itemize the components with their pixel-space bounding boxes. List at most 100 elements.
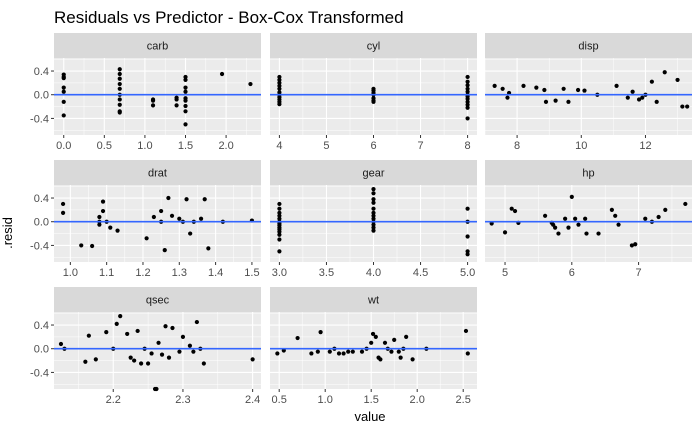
data-point xyxy=(93,357,98,362)
data-point xyxy=(654,99,659,104)
data-point xyxy=(371,210,376,215)
data-point xyxy=(629,243,635,248)
data-point xyxy=(465,249,470,254)
data-point xyxy=(465,206,470,211)
data-point xyxy=(465,74,470,80)
x-tick-label: 1.0 xyxy=(137,140,152,152)
panel-background xyxy=(270,312,477,389)
data-point xyxy=(277,249,282,254)
data-point xyxy=(315,349,320,354)
data-point xyxy=(86,333,91,338)
data-point xyxy=(685,104,690,109)
data-point xyxy=(389,349,394,354)
data-point xyxy=(465,99,470,104)
data-point xyxy=(561,86,566,91)
x-tick-label: 3.5 xyxy=(319,267,334,279)
x-tick-label: 8 xyxy=(465,140,471,152)
data-point xyxy=(534,85,539,90)
data-point xyxy=(465,96,470,101)
data-point xyxy=(370,331,376,337)
x-tick-label: 2.4 xyxy=(245,394,260,406)
data-point xyxy=(277,77,282,83)
y-tick-label: 0.0 xyxy=(34,217,49,229)
data-point xyxy=(277,201,282,207)
facet-strip xyxy=(485,160,692,185)
data-point xyxy=(177,349,182,354)
facet-strip xyxy=(485,33,692,58)
x-tick-label: 2.0 xyxy=(218,140,233,152)
data-point xyxy=(663,207,668,212)
data-point xyxy=(277,229,282,234)
facet-strip-label: cyl xyxy=(367,41,380,53)
data-point xyxy=(636,97,642,102)
data-point xyxy=(277,216,282,221)
data-point xyxy=(159,208,164,214)
data-point xyxy=(505,95,510,100)
data-point xyxy=(184,197,189,202)
data-point xyxy=(551,222,556,227)
data-point xyxy=(643,216,648,221)
x-tick-label: 4.0 xyxy=(366,267,381,279)
facet-strip-label: carb xyxy=(147,41,168,53)
data-point xyxy=(117,110,122,115)
y-tick-label: 0.0 xyxy=(34,90,49,102)
data-point xyxy=(108,225,113,230)
facet-qsec: qsec 2.2 2.3 2.4 -0.4 0.0 0.4 xyxy=(30,287,261,406)
data-point xyxy=(97,214,102,220)
data-point xyxy=(61,85,66,90)
data-point xyxy=(662,70,667,75)
facet-carb: carb 0.0 0.5 1.0 1.5 2.0 -0.4 0.0 0.4 xyxy=(30,33,261,152)
data-point xyxy=(465,83,470,88)
data-point xyxy=(371,99,376,104)
facet-hp: hp 5 6 7 xyxy=(485,160,692,279)
data-point xyxy=(575,87,581,93)
data-point xyxy=(625,95,630,100)
panel-background xyxy=(485,185,692,262)
data-point xyxy=(100,199,106,204)
data-point xyxy=(371,200,376,205)
data-point xyxy=(139,361,144,366)
data-point xyxy=(465,351,470,356)
data-point xyxy=(553,98,558,103)
facet-gear: gear 3.0 3.5 4.0 4.5 5.0 xyxy=(270,160,477,279)
data-point xyxy=(183,103,188,109)
data-point xyxy=(656,214,661,220)
data-point xyxy=(188,231,193,236)
data-point xyxy=(573,216,578,221)
data-point xyxy=(61,76,66,81)
x-tick-label: 2.3 xyxy=(175,394,190,406)
data-point xyxy=(521,83,526,88)
x-tick-label: 2.2 xyxy=(106,394,121,406)
data-point xyxy=(97,222,102,227)
data-point xyxy=(277,206,282,211)
data-point xyxy=(201,361,206,366)
data-point xyxy=(502,230,508,235)
data-point xyxy=(117,67,122,72)
data-point xyxy=(183,85,188,90)
data-point xyxy=(277,237,282,242)
data-point xyxy=(630,89,635,94)
data-point xyxy=(566,99,571,104)
x-tick-label: 7 xyxy=(636,267,642,279)
data-point xyxy=(169,213,175,218)
data-point xyxy=(378,357,383,362)
facet-strip-label: qsec xyxy=(146,295,170,307)
data-point xyxy=(675,77,680,83)
panel-background xyxy=(54,312,261,389)
x-tick-label: 0.5 xyxy=(272,394,287,406)
data-point xyxy=(371,225,376,230)
data-point xyxy=(163,324,168,329)
data-point xyxy=(277,210,282,215)
x-tick-label: 2.0 xyxy=(410,394,425,406)
x-tick-label: 1.1 xyxy=(99,267,114,279)
data-point xyxy=(90,243,95,249)
data-point xyxy=(83,359,88,364)
x-tick-label: 5 xyxy=(323,140,329,152)
facet-wt: wt 0.5 1.0 1.5 2.0 2.5 xyxy=(270,287,477,406)
x-tick-label: 7 xyxy=(417,140,423,152)
data-point xyxy=(277,83,282,88)
x-tick-label: 1.2 xyxy=(135,267,150,279)
x-tick-label: 4 xyxy=(276,140,282,152)
data-point xyxy=(115,228,120,233)
data-point xyxy=(248,81,253,87)
